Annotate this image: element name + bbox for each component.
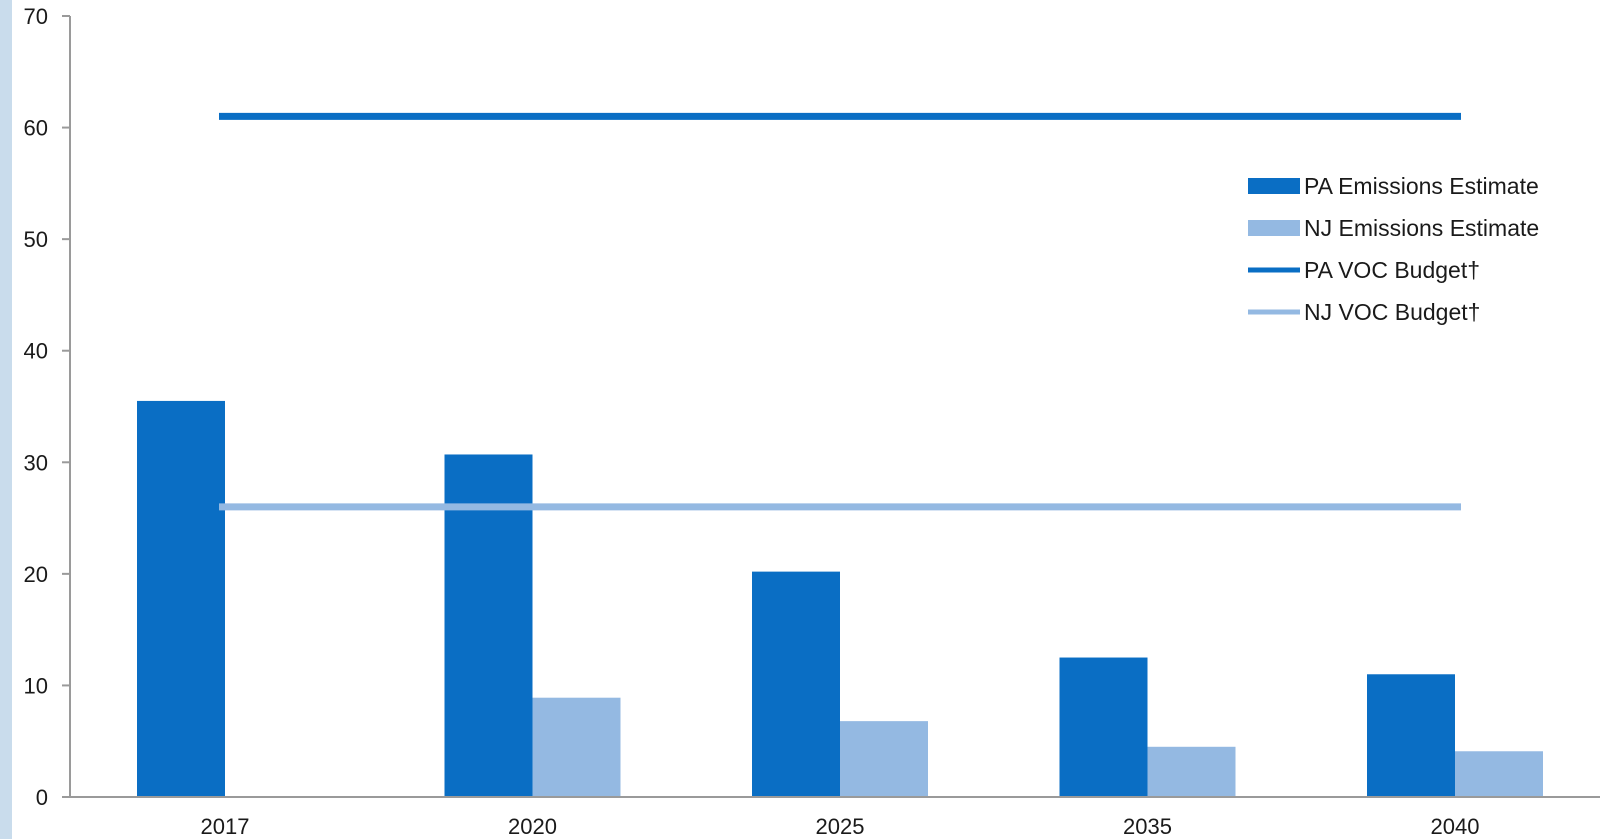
y-tick-label: 10 [24,673,48,698]
x-axis-ticks: 2017 2020 2025 2035 2040 [201,814,1480,839]
legend: PA Emissions Estimate NJ Emissions Estima… [1248,173,1539,325]
legend-swatch [1248,178,1300,194]
pa-emissions-bar-2025 [752,571,840,797]
x-tick-label: 2020 [508,814,557,839]
y-tick-label: 50 [24,227,48,252]
y-tick-label: 0 [36,785,48,810]
y-tick-label: 40 [24,339,48,364]
legend-label: NJ VOC Budget† [1304,299,1480,325]
x-tick-label: 2035 [1123,814,1172,839]
legend-swatch [1248,220,1300,236]
pa-emissions-bar-2017 [137,400,225,797]
nj-emissions-bar-2020 [532,697,621,797]
nj-emissions-bar-2025 [840,721,928,797]
x-tick-label: 2017 [201,814,250,839]
y-tick-label: 70 [24,4,48,29]
y-axis-ticks: 0 10 20 30 40 50 60 70 [24,4,70,810]
legend-label: NJ Emissions Estimate [1304,215,1539,241]
y-tick-label: 20 [24,562,48,587]
legend-label: PA Emissions Estimate [1304,173,1539,199]
pa-emissions-bar-2020 [444,454,533,797]
nj-emissions-bar-2040 [1455,751,1543,797]
legend-label: PA VOC Budget† [1304,257,1480,283]
nj-emissions-bar-2035 [1147,746,1236,797]
bars-layer [137,400,1543,797]
y-tick-label: 30 [24,450,48,475]
x-tick-label: 2040 [1431,814,1480,839]
pa-emissions-bar-2040 [1367,674,1455,797]
y-tick-label: 60 [24,116,48,141]
pa-emissions-bar-2035 [1059,657,1148,797]
x-tick-label: 2025 [816,814,865,839]
budget-lines-layer [219,112,1461,511]
